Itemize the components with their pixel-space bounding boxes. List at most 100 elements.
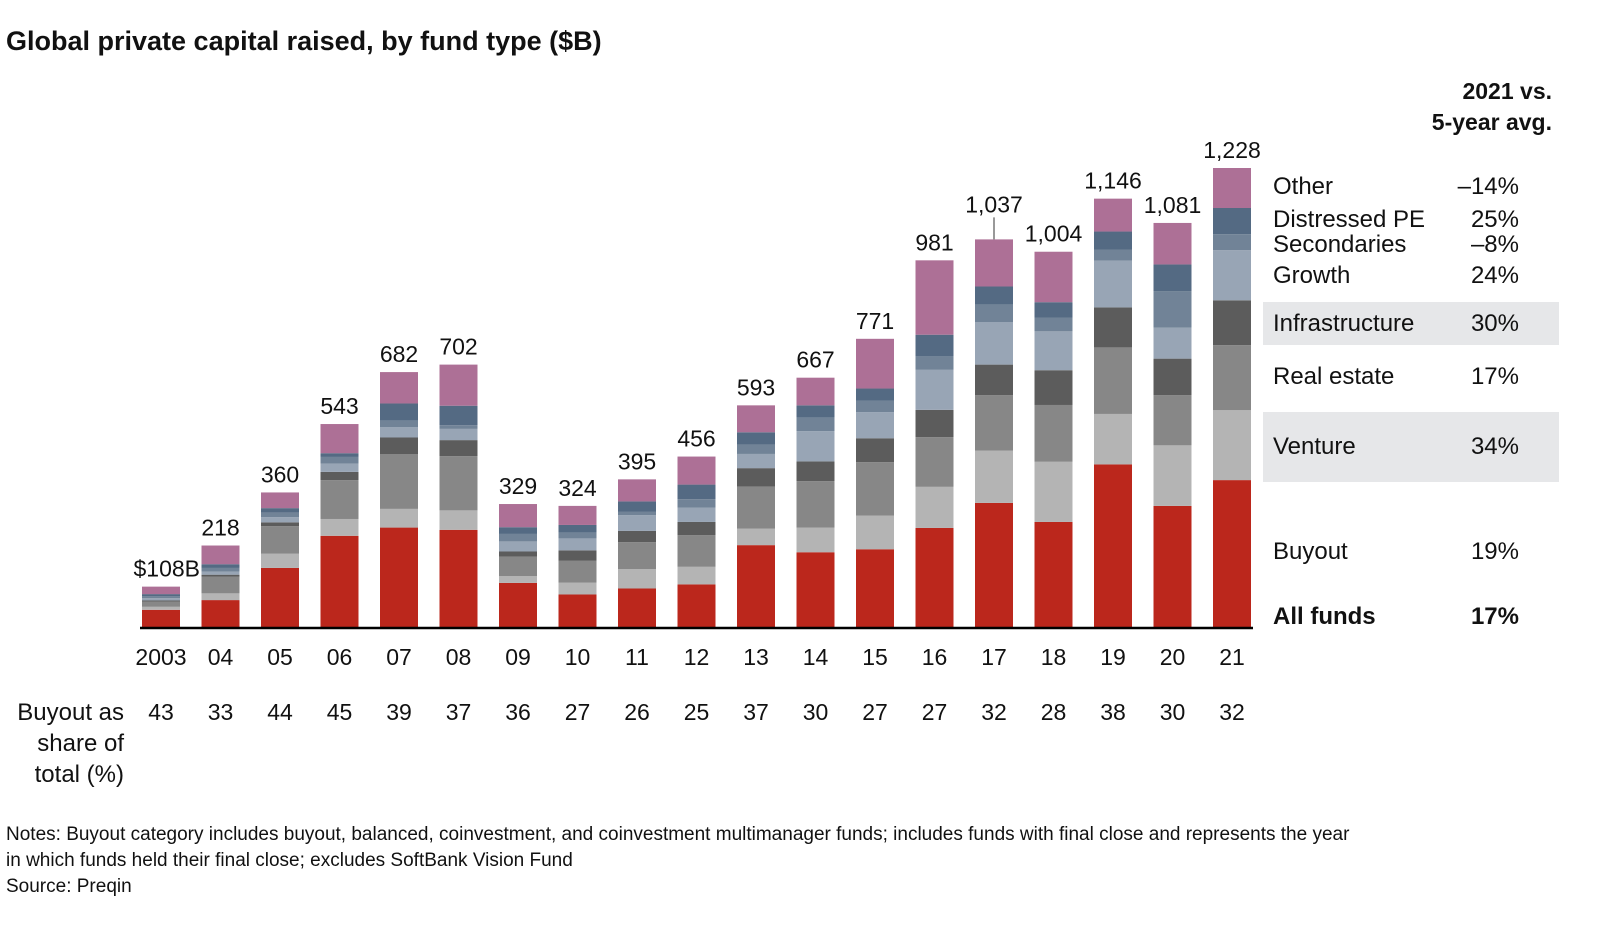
bar-segment-real-estate [975, 395, 1013, 451]
bar-segment-growth [261, 517, 299, 523]
bar-segment-venture [499, 576, 537, 583]
total-label: 702 [439, 334, 477, 360]
bar-segment-buyout [1213, 480, 1251, 627]
bar-segment-venture [915, 486, 954, 528]
legend-row-infrastructure: Infrastructure 30% [1263, 302, 1559, 345]
bar-segment-other [1153, 222, 1192, 265]
bar-segment-other [975, 239, 1013, 287]
bar-segment-infrastructure [558, 550, 597, 561]
legend-label: All funds [1273, 603, 1376, 630]
legend-row-other: Other –14% [1263, 172, 1559, 202]
bar-segment-infrastructure [1153, 358, 1192, 396]
bar-segment-other [1034, 251, 1073, 303]
bar-segment-infrastructure [380, 437, 418, 455]
bar-segment-buyout [320, 535, 359, 627]
total-label: $108B [133, 556, 200, 582]
bar-segment-real-estate [499, 556, 537, 577]
bar-segment-infrastructure [737, 468, 775, 487]
buyout-share-value: 32 [981, 699, 1007, 725]
bar-segment-distressed-pe [558, 524, 597, 533]
legend-row-real-estate: Real estate 17% [1263, 362, 1559, 392]
x-tick-label: 07 [386, 644, 412, 670]
bar-segment-real-estate [915, 437, 954, 487]
legend-label: Real estate [1273, 363, 1395, 390]
total-label: 329 [499, 473, 537, 499]
bar-segment-venture [1034, 461, 1073, 522]
bar-segment-distressed-pe [201, 564, 240, 568]
buyout-share-value: 28 [1041, 699, 1067, 725]
bar-segment-buyout [439, 529, 478, 627]
comparison-header-line-1: 2021 vs. [1462, 78, 1552, 104]
bar-segment-secondaries [201, 567, 240, 572]
total-label: 771 [856, 308, 894, 334]
bar-segment-real-estate [1094, 347, 1132, 414]
bar-segment-other [1213, 168, 1251, 208]
bar-segment-distressed-pe [380, 403, 418, 421]
legend-change-value: 30% [1470, 309, 1519, 337]
bar-segment-growth [677, 507, 716, 522]
x-tick-label: 10 [565, 644, 591, 670]
total-label: 667 [796, 347, 834, 373]
bar-segment-secondaries [1213, 234, 1251, 251]
bar-segment-distressed-pe [499, 527, 537, 534]
bar-segment-growth [142, 598, 180, 601]
bar-segment-real-estate [677, 535, 716, 567]
bar-segment-buyout [261, 567, 299, 627]
legend-label: Infrastructure [1273, 309, 1415, 337]
bar-segment-distressed-pe [618, 501, 656, 512]
legend-label: Other [1273, 173, 1334, 200]
total-label: 1,146 [1084, 168, 1142, 194]
buyout-share-value: 30 [1160, 699, 1186, 725]
buyout-share-value: 27 [922, 699, 948, 725]
bar-segment-buyout [618, 588, 656, 627]
legend-change-value: 25% [1470, 206, 1519, 233]
total-label: 360 [261, 461, 299, 487]
bar-segment-buyout [1034, 521, 1073, 627]
bar-segment-other [1094, 198, 1132, 232]
bar-segment-other [915, 260, 954, 335]
bar-segment-other [380, 372, 418, 404]
bar-segment-buyout [1153, 505, 1192, 627]
bar-segment-real-estate [1153, 395, 1192, 446]
bar-segment-secondaries [380, 420, 418, 428]
bar-segment-growth [499, 541, 537, 552]
total-label: 218 [201, 515, 239, 541]
comparison-header: 2021 vs. 5-year avg. [1432, 76, 1552, 138]
bar-segment-infrastructure [856, 438, 894, 463]
x-tick-label: 13 [743, 644, 769, 670]
bar-segment-real-estate [201, 576, 240, 594]
bar-segment-secondaries [618, 511, 656, 516]
bar-segment-growth [796, 431, 835, 462]
bar-segment-other [856, 338, 894, 389]
legend-change-value: 34% [1470, 433, 1519, 460]
bar-segment-distressed-pe [261, 508, 299, 513]
bar-segment-distressed-pe [320, 453, 359, 457]
notes-line-2: in which funds held their final close; e… [6, 850, 573, 871]
total-label: 1,228 [1203, 137, 1261, 163]
bar-segment-buyout [796, 552, 835, 627]
bar-segment-buyout [975, 502, 1013, 627]
buyout-share-row-label: Buyout as share of total (%) [4, 697, 124, 790]
legend-row-secondaries: Secondaries –8% [1263, 230, 1559, 260]
bar-segment-secondaries [1094, 249, 1132, 261]
x-tick-label: 11 [625, 644, 649, 670]
bar-segment-buyout [737, 545, 775, 627]
bar-segment-distressed-pe [677, 484, 716, 500]
bar-segment-distressed-pe [1213, 207, 1251, 235]
bar-segment-secondaries [320, 456, 359, 464]
bar-segment-growth [201, 571, 240, 575]
bar-segment-growth [1153, 327, 1192, 359]
bar-segment-distressed-pe [439, 405, 478, 426]
bar-segment-real-estate [380, 454, 418, 509]
bar-segment-secondaries [1153, 291, 1192, 328]
legend-row-all-funds: All funds 17% [1263, 602, 1559, 632]
bar-segment-buyout [201, 600, 240, 627]
legend-change-value: 17% [1470, 363, 1519, 390]
buyout-share-value: 27 [565, 699, 591, 725]
bar-segment-growth [1213, 250, 1251, 301]
bar-segment-secondaries [677, 499, 716, 508]
bar-segment-distressed-pe [1034, 302, 1073, 318]
buyout-share-value: 38 [1100, 699, 1126, 725]
bar-segment-real-estate [737, 486, 775, 529]
bar-segment-infrastructure [499, 551, 537, 557]
